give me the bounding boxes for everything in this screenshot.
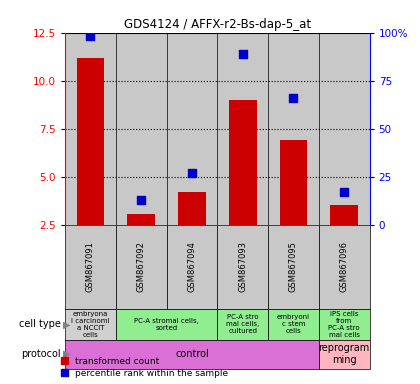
- Text: ▶: ▶: [63, 349, 71, 359]
- Bar: [280, 140, 307, 225]
- Bar: [127, 214, 155, 225]
- FancyBboxPatch shape: [268, 225, 319, 309]
- Bar: [330, 205, 358, 225]
- Point: [239, 51, 246, 57]
- Bar: [218, 33, 268, 225]
- Text: GSM867093: GSM867093: [238, 242, 247, 292]
- Point: [189, 170, 195, 176]
- Point: [138, 197, 144, 203]
- Text: embryona
l carcinoml
a NCCIT
cells: embryona l carcinoml a NCCIT cells: [71, 311, 110, 338]
- Bar: [65, 33, 116, 225]
- FancyBboxPatch shape: [116, 225, 167, 309]
- Text: GSM867091: GSM867091: [86, 242, 95, 292]
- Text: GSM867095: GSM867095: [289, 242, 298, 292]
- Text: protocol: protocol: [21, 349, 61, 359]
- FancyBboxPatch shape: [65, 340, 319, 369]
- Bar: [178, 192, 206, 225]
- FancyBboxPatch shape: [319, 340, 370, 369]
- FancyBboxPatch shape: [65, 309, 116, 340]
- Text: GSM867096: GSM867096: [340, 242, 349, 292]
- Bar: [167, 33, 218, 225]
- Bar: [268, 33, 319, 225]
- FancyBboxPatch shape: [167, 225, 218, 309]
- FancyBboxPatch shape: [268, 309, 319, 340]
- Text: reprogram
ming: reprogram ming: [319, 343, 370, 365]
- Text: control: control: [175, 349, 209, 359]
- FancyBboxPatch shape: [319, 309, 370, 340]
- Bar: [76, 58, 105, 225]
- Point: [290, 95, 297, 101]
- Legend: transformed count, percentile rank within the sample: transformed count, percentile rank withi…: [59, 355, 230, 379]
- Text: PC-A stromal cells,
sorted: PC-A stromal cells, sorted: [134, 318, 199, 331]
- Bar: [319, 33, 370, 225]
- Text: iPS cells
from
PC-A stro
mal cells: iPS cells from PC-A stro mal cells: [328, 311, 360, 338]
- Point: [87, 33, 94, 40]
- Text: GSM867094: GSM867094: [187, 242, 197, 292]
- Text: cell type: cell type: [19, 319, 61, 329]
- Title: GDS4124 / AFFX-r2-Bs-dap-5_at: GDS4124 / AFFX-r2-Bs-dap-5_at: [124, 18, 311, 31]
- Text: ▶: ▶: [63, 319, 71, 329]
- FancyBboxPatch shape: [116, 309, 218, 340]
- FancyBboxPatch shape: [65, 225, 116, 309]
- FancyBboxPatch shape: [218, 309, 268, 340]
- FancyBboxPatch shape: [218, 225, 268, 309]
- Text: embryoni
c stem
cells: embryoni c stem cells: [277, 314, 310, 334]
- Text: GSM867092: GSM867092: [137, 242, 146, 292]
- Text: PC-A stro
mal cells,
cultured: PC-A stro mal cells, cultured: [226, 314, 260, 334]
- FancyBboxPatch shape: [319, 225, 370, 309]
- Bar: [116, 33, 167, 225]
- Point: [341, 189, 348, 195]
- Bar: [229, 100, 257, 225]
